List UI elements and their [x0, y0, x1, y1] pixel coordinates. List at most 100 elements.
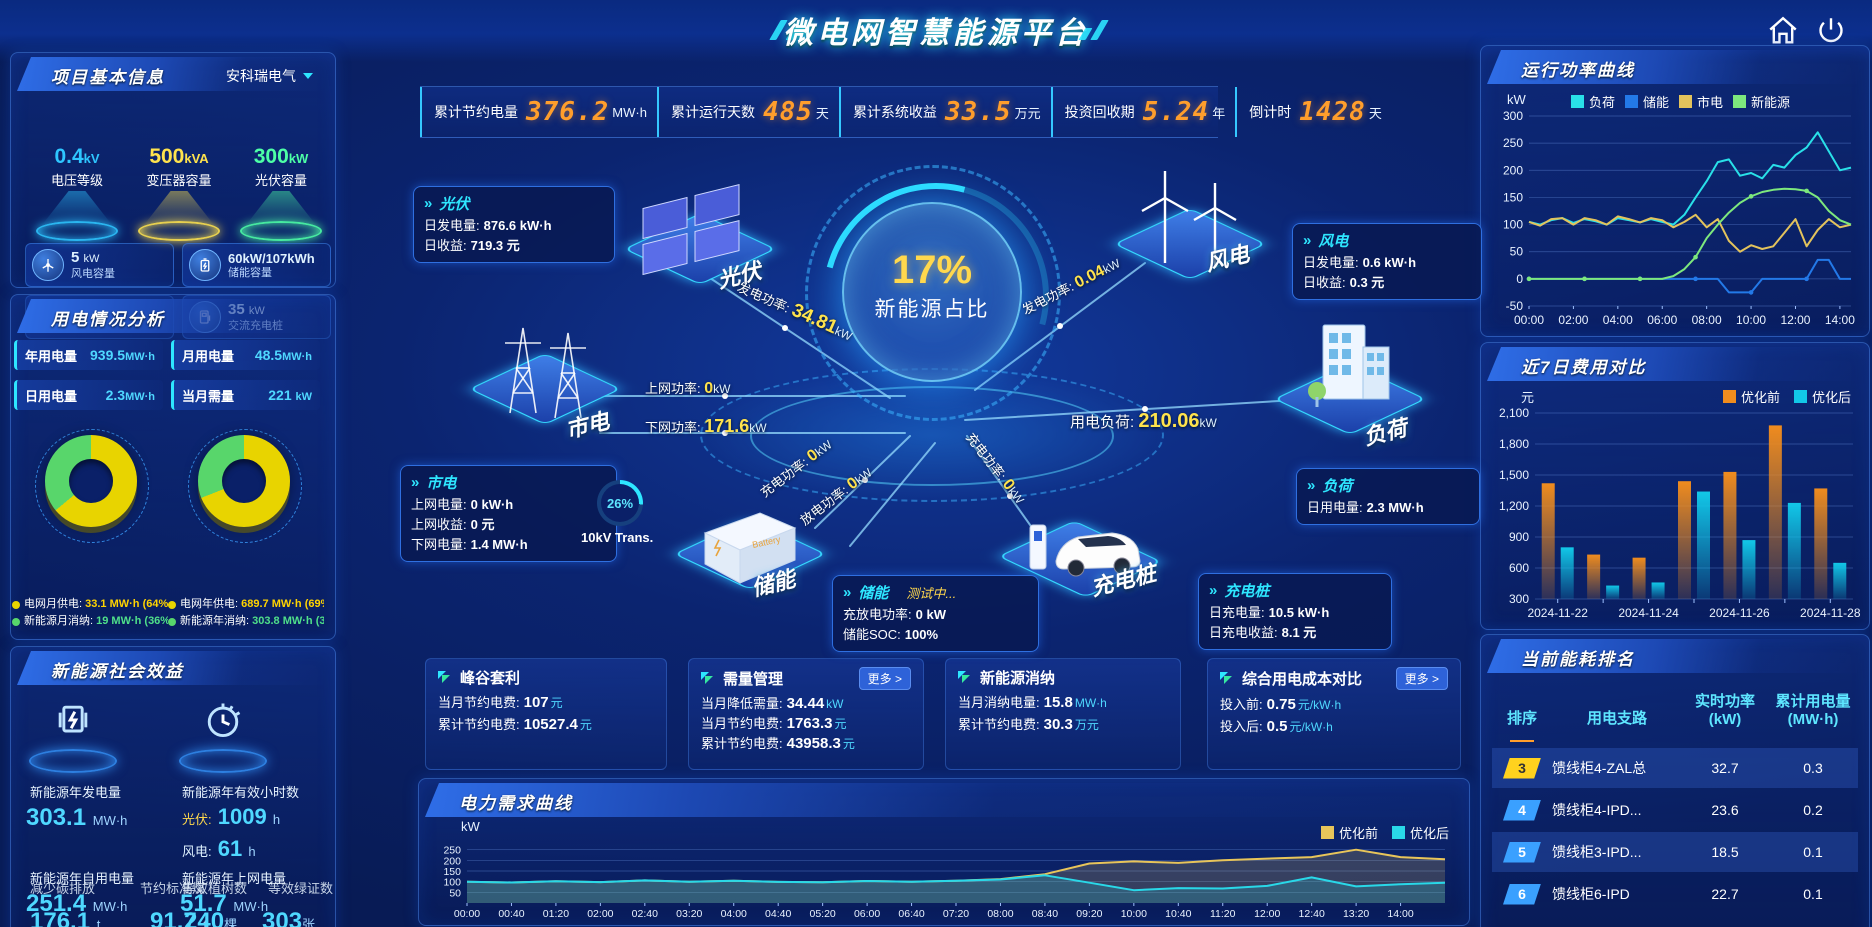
panel-title: 运行功率曲线 — [1521, 61, 1635, 80]
svg-text:07:20: 07:20 — [943, 908, 969, 920]
co2-label: 减少碳排放 — [30, 881, 96, 896]
wind-turbines-illustration — [1141, 171, 1237, 268]
flow-feed-in: 上网功率: 0kW — [645, 380, 731, 397]
more-button[interactable]: 更多 > — [1395, 667, 1448, 690]
table-row[interactable]: 4 馈线柜4-IPD... 23.6 0.2 — [1492, 790, 1858, 830]
battery-icon — [189, 249, 221, 281]
power-icon[interactable] — [1814, 14, 1850, 50]
card-cost-comparison: 综合用电成本对比 更多 > 投入前: 0.75 元/kW·h 投入后: 0.5 元/kW·… — [1207, 658, 1461, 770]
svg-text:02:00: 02:00 — [1558, 313, 1588, 327]
svg-text:09:20: 09:20 — [1076, 908, 1102, 920]
metric-month-demand: 当月需量 221 kW — [171, 380, 320, 410]
stat-system-revenue: 累计系统收益 33.5 万元 — [838, 87, 1051, 137]
power-curve-legend: 负荷 储能 市电 新能源 — [1571, 92, 1790, 111]
svg-text:04:00: 04:00 — [1603, 313, 1633, 327]
renewable-share-gauge: 17% 新能源占比 — [842, 202, 1022, 382]
svg-text:11:20: 11:20 — [1210, 908, 1236, 920]
svg-text:12:00: 12:00 — [1254, 908, 1280, 920]
svg-text:1,200: 1,200 — [1499, 499, 1529, 513]
stat-energy-saved: 累计节约电量 376.2 MW·h — [420, 87, 657, 137]
svg-text:01:20: 01:20 — [543, 908, 569, 920]
table-row[interactable]: 5 馈线柜3-IPD... 18.5 0.1 — [1492, 832, 1858, 872]
node-storage: Battery 储能 — [673, 478, 827, 608]
outer-dashed-ring — [805, 165, 1061, 421]
card-demand-management: 需量管理 更多 > 当月降低需量: 34.44 kW 当月节约电费: 1763.3 元 累… — [688, 658, 924, 770]
panel-energy-ranking: 当前能耗排名 — [1480, 634, 1870, 927]
table-row[interactable]: 3 馈线柜4-ZAL总 32.7 0.3 — [1492, 748, 1858, 788]
donut-legend: 电网月供电: 33.1 MW·h (64%) 电网年供电: 689.7 MW·h… — [12, 596, 324, 630]
panel-cost-compare: 近7日费用对比 元 优化前 优化后 300 600 900 1,200 1,500 1,8… — [1480, 342, 1870, 630]
panel-corner-icon — [15, 53, 33, 71]
charger-info-box: » 充电桩 日充电量: 10.5 kW·h 日充电收益: 8.1 元 — [1198, 573, 1392, 650]
svg-text:100: 100 — [443, 877, 461, 889]
more-button[interactable]: 更多 > — [858, 667, 911, 690]
card-corner-icon — [438, 670, 452, 685]
battery-container-illustration: Battery — [703, 512, 797, 584]
panel-title: 近7日费用对比 — [1521, 358, 1647, 377]
storage-info-box: » 储能 测试中... 充放电功率: 0 kW 储能SOC: 100% — [832, 575, 1039, 652]
card-peak-valley-arbitrage: 峰谷套利 当月节约电费: 107 元 累计节约电费: 10527.4 元 — [425, 658, 667, 770]
panel-social-benefit: 新能源社会效益 — [10, 646, 336, 927]
panel-title: 项目基本信息 — [51, 68, 165, 87]
stat-payback-period: 投资回收期 5.24 年 — [1050, 87, 1236, 137]
page-title: 微电网智慧能源平台 — [783, 17, 1089, 50]
company-dropdown[interactable]: 安科瑞电气 — [226, 66, 313, 86]
svg-text:05:20: 05:20 — [810, 908, 836, 920]
svg-text:10:00: 10:00 — [1736, 313, 1766, 327]
panel-title: 新能源社会效益 — [51, 662, 184, 681]
y-axis-unit: kW — [1507, 92, 1526, 107]
cert-value: 303张 — [262, 908, 316, 927]
solar-panels-illustration — [642, 183, 740, 276]
svg-text:08:00: 08:00 — [1692, 313, 1722, 327]
feed-in-label: 新能源年上网电量 — [182, 871, 287, 886]
wind-turbine-icon — [32, 249, 64, 281]
metric-month-usage: 月用电量 48.5MW·h — [171, 340, 320, 370]
hours-label: 新能源年有效小时数 — [182, 785, 300, 800]
svg-text:04:00: 04:00 — [721, 908, 747, 920]
transformer-label: 10kV Trans. — [581, 530, 654, 545]
svg-text:08:00: 08:00 — [987, 908, 1013, 920]
flow-load-power: 用电负荷: 210.06kW — [1070, 410, 1217, 432]
svg-text:2024-11-26: 2024-11-26 — [1709, 606, 1770, 620]
svg-text:50: 50 — [449, 887, 461, 899]
node-wind: 风电 — [1110, 153, 1270, 298]
storage-capacity-card: 60kW/107kWh 储能容量 — [182, 243, 331, 287]
stat-countdown: 倒计时 1428 天 — [1235, 87, 1392, 137]
demand-legend: 优化前 优化后 — [1320, 823, 1449, 842]
kpi-stats-bar: 累计节约电量 376.2 MW·h 累计运行天数 485 天 累计系统收益 33.5 万元 … — [420, 86, 1382, 138]
hours-spot-icon — [178, 698, 268, 773]
svg-text:250: 250 — [1503, 136, 1523, 150]
svg-text:06:40: 06:40 — [898, 908, 924, 920]
co2-value: 176.1 t — [30, 908, 101, 927]
metric-day-usage: 日用电量 2.3MW·h — [14, 380, 163, 410]
transformer-capacity-cone: 500kVA 变压器容量 — [131, 145, 227, 241]
self-use-label: 新能源年自用电量 — [30, 871, 135, 886]
svg-text:100: 100 — [1503, 218, 1523, 232]
cost-legend: 优化前 优化后 — [1722, 387, 1851, 406]
home-icon[interactable] — [1766, 14, 1802, 50]
svg-text:300: 300 — [1503, 109, 1523, 123]
coal-value: 91.7 t — [150, 908, 208, 927]
panel-project-info: 项目基本信息 安科瑞电气 0.4kV 电压等级 500kVA 变压器容量 300… — [10, 52, 336, 339]
svg-text:04:40: 04:40 — [765, 908, 791, 920]
energy-ranking-table: 排序 用电支路 实时功率 (kW) 累计用电量 (MW·h) 3 馈线柜4-ZA… — [1492, 690, 1858, 916]
coal-label: 节约标准煤 — [140, 881, 206, 896]
svg-text:08:40: 08:40 — [1032, 908, 1058, 920]
svg-text:1,500: 1,500 — [1499, 468, 1529, 482]
svg-text:2,100: 2,100 — [1499, 406, 1529, 420]
panel-title: 用电情况分析 — [51, 310, 165, 329]
generation-spot-icon — [28, 698, 118, 773]
svg-text:00:00: 00:00 — [454, 908, 480, 920]
svg-text:03:20: 03:20 — [676, 908, 702, 920]
demand-curve-chart: 50 100 150 200 250 00:00 00:40 01:20 02:00 02:40 0… — [427, 835, 1459, 921]
svg-text:0: 0 — [1516, 272, 1523, 286]
svg-text:2024-11-22: 2024-11-22 — [1527, 606, 1588, 620]
svg-text:14:00: 14:00 — [1825, 313, 1855, 327]
y-axis-unit: kW — [461, 819, 480, 834]
grid-towers-illustration — [505, 327, 586, 419]
grid-info-box: » 市电 上网电量: 0 kW·h 上网收益: 0 元 下网电量: 1.4 MW·h — [400, 465, 617, 562]
flow-feed-down: 下网功率: 171.6kW — [645, 416, 767, 436]
table-row[interactable]: 6 馈线柜6-IPD 22.7 0.1 — [1492, 874, 1858, 914]
svg-text:2024-11-28: 2024-11-28 — [1800, 606, 1861, 620]
